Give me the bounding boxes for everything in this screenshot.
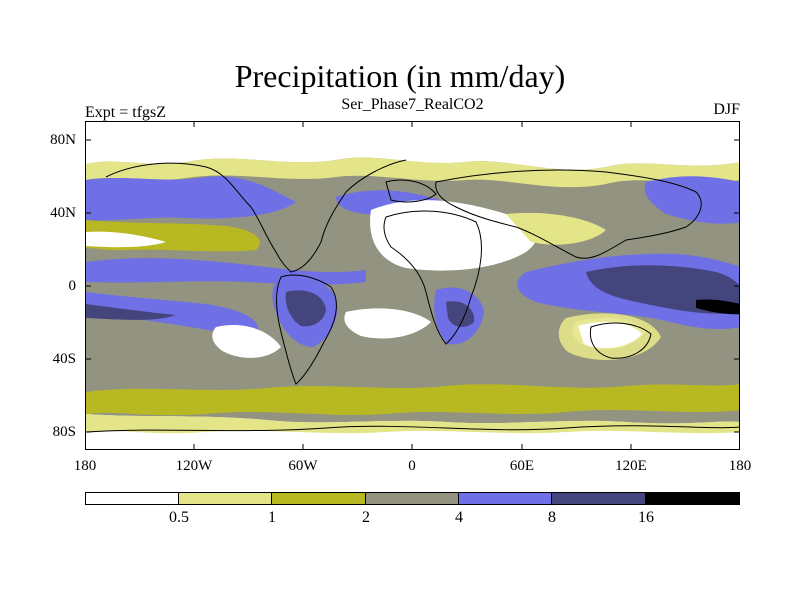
zone-west-pacific-extreme [696, 299, 739, 315]
zone-asia-light [506, 212, 606, 245]
coast-australia [589, 322, 652, 359]
colorbar-swatch-4 [458, 492, 552, 505]
zone-arctic-light [86, 157, 739, 188]
zone-n-pacific-dry [86, 231, 166, 248]
experiment-label: Expt = tfgsZ [85, 104, 167, 121]
colorbar-swatch-2 [271, 492, 366, 505]
xtick-label-180w: 180 [73, 458, 97, 474]
zone-s-pacific-heavy [86, 304, 176, 320]
xtick-label-120e: 120E [615, 458, 647, 474]
map-svg [86, 122, 739, 449]
colorbar-swatch-3 [365, 492, 459, 505]
colorbar-label-4: 4 [455, 509, 463, 526]
xtick-label-60e: 60E [509, 458, 535, 474]
zone-southern-ocean-olive [86, 384, 739, 416]
zone-arctic-dry [86, 122, 739, 170]
zone-n-pacific-storm [86, 176, 296, 221]
zone-s-pacific-blue [86, 292, 259, 337]
zone-nw-pacific-storm [644, 176, 739, 224]
colorbar-swatch-5 [551, 492, 646, 505]
xtick-label-120w: 120W [175, 458, 213, 474]
coast-antarctica [86, 425, 739, 433]
xtick-label-60w: 60W [288, 458, 318, 474]
coast-asia [435, 169, 702, 259]
colorbar-label-16: 16 [638, 509, 654, 526]
run-label: Ser_Phase7_RealCO2 [341, 96, 484, 113]
zone-sahara-dry [370, 200, 537, 271]
zone-s-atlantic-dry [344, 308, 431, 339]
colorbar-swatch-1 [178, 492, 272, 505]
zone-antarctic-light [86, 414, 739, 434]
ytick-label-80s: 80S [52, 424, 76, 440]
coast-south-america [276, 274, 337, 385]
colorbar-label-2: 2 [362, 509, 370, 526]
colorbar-label-0-5: 0.5 [169, 509, 189, 526]
coast-europe [385, 179, 437, 203]
coast-north-america [105, 159, 407, 273]
plot-title: Precipitation (in mm/day) [234, 58, 566, 94]
ytick-label-80n: 80N [50, 132, 76, 148]
ytick-label-40n: 40N [50, 205, 76, 221]
xtick-label-180e: 180 [728, 458, 752, 474]
zone-se-pacific-dry [212, 324, 281, 358]
coast-africa [383, 210, 482, 345]
colorbar-swatch-6 [645, 492, 740, 505]
zone-amazon-heavy [285, 290, 326, 327]
zone-australia-core-dry [578, 321, 642, 349]
colorbar-label-8: 8 [548, 509, 556, 526]
colorbar-swatch-0 [85, 492, 179, 505]
colorbar-label-1: 1 [268, 509, 276, 526]
xtick-label-0: 0 [408, 458, 416, 474]
ytick-label-0: 0 [68, 278, 77, 294]
ytick-label-40s: 40S [52, 351, 76, 367]
season-label: DJF [713, 101, 740, 118]
precipitation-map [85, 121, 740, 450]
coastlines [86, 159, 739, 433]
